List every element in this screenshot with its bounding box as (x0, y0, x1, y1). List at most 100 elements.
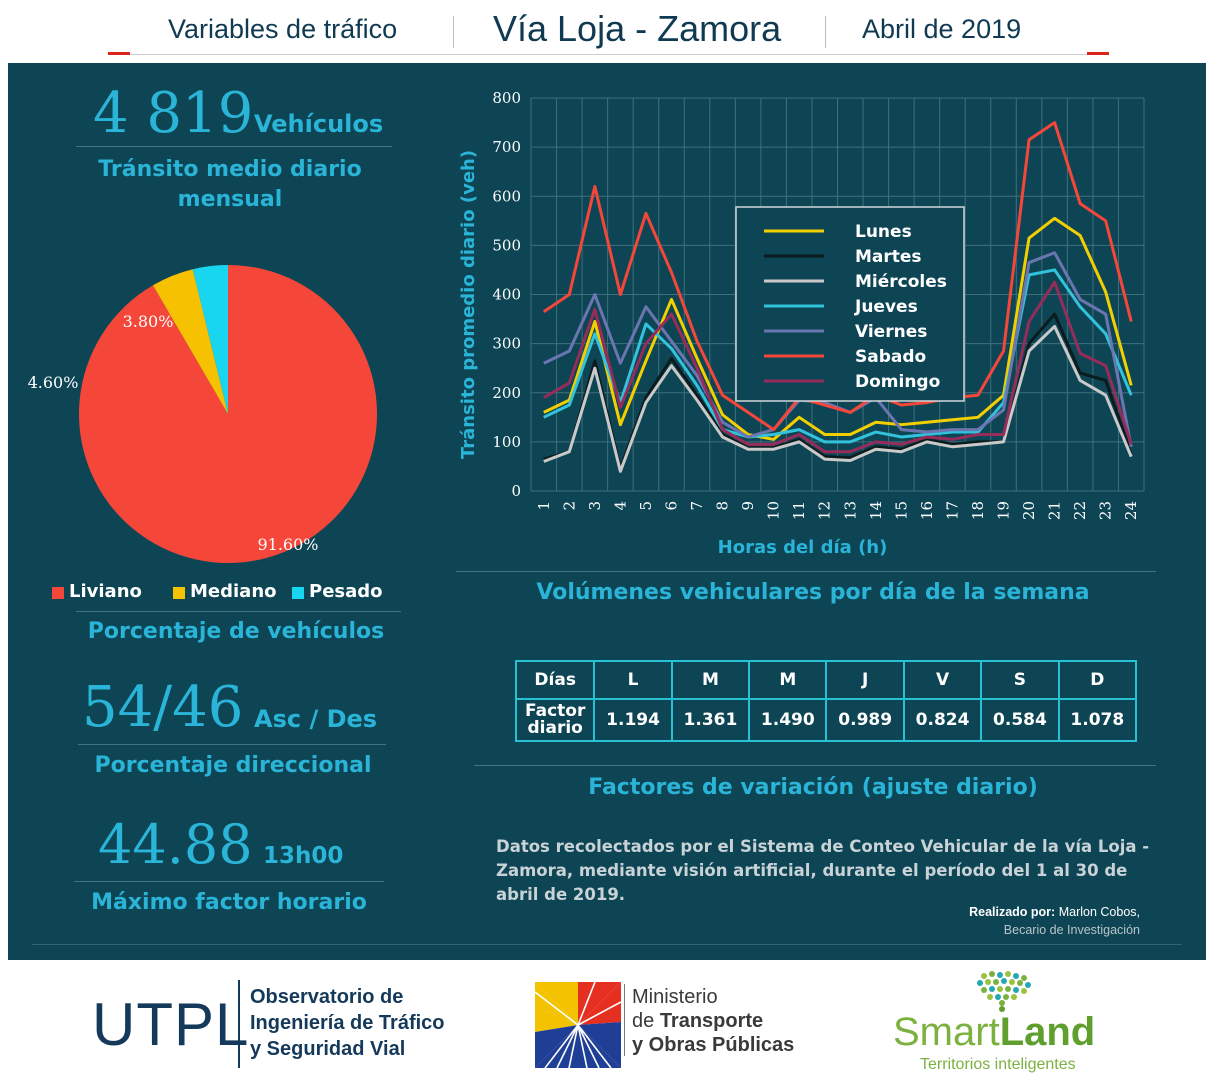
table-cell: 1.194 (593, 698, 673, 742)
legend-label: Sabado (855, 347, 926, 367)
ministerio-logo (535, 982, 621, 1068)
table-header-cell: V (902, 660, 983, 700)
table-row: Días L M M J V S D (514, 660, 1138, 700)
x-tick-label: 19 (995, 501, 1013, 520)
header-period: Abril de 2019 (862, 14, 1022, 44)
legend-swatch-mediano (173, 587, 185, 599)
smartland-dot (1009, 979, 1015, 985)
x-tick-label: 22 (1071, 501, 1089, 520)
header-line (108, 54, 1108, 55)
smartland-dot (1021, 988, 1027, 994)
x-tick-label: 24 (1122, 501, 1140, 520)
divider (78, 744, 386, 745)
smartland-dot (985, 979, 991, 985)
legend-label: Miércoles (855, 272, 947, 292)
observatorio-line-3: y Seguridad Vial (250, 1038, 406, 1060)
divider (474, 765, 1156, 766)
smartland-dot (993, 979, 999, 985)
smartland-dot (981, 987, 987, 993)
pie-value-label: 91.60% (257, 535, 318, 554)
ministerio-line-2a: de (632, 1010, 660, 1032)
x-tick-label: 13 (841, 501, 859, 520)
utpl-divider (238, 980, 240, 1068)
table-cell: 1.078 (1057, 698, 1138, 742)
smartland-dot (1021, 975, 1027, 981)
footer: UTPL Observatorio de Ingeniería de Tráfi… (0, 962, 1215, 1086)
pie-caption: Porcentaje de vehículos (87, 619, 385, 644)
smartland-dot (1025, 982, 1031, 988)
horario-unit: 13h00 (263, 843, 344, 869)
y-tick-label: 400 (492, 286, 521, 304)
pie-value-label: 4.60% (28, 373, 79, 392)
table-cell: 0.824 (902, 698, 983, 742)
table-cell: 0.989 (825, 698, 905, 742)
smartland-dot (977, 980, 983, 986)
x-tick-label: 21 (1046, 501, 1064, 520)
table-row-label: Factor diario (514, 698, 596, 742)
x-tick-label: 11 (790, 501, 808, 520)
legend-swatch-liviano (52, 587, 64, 599)
ministerio-line-3: y Obras Públicas (632, 1034, 795, 1056)
x-tick-label: 7 (688, 501, 706, 511)
x-tick-label: 5 (637, 501, 655, 511)
smartland-tagline: Territorios inteligentes (920, 1056, 1076, 1073)
table-caption: Factores de variación (ajuste diario) (588, 775, 1038, 800)
series-line-mircoles (543, 324, 1133, 473)
smartland-tree-icon (977, 971, 1031, 1012)
smartland-dot (1013, 987, 1019, 993)
header-accent-left (108, 52, 130, 55)
legend-label: Viernes (855, 322, 927, 342)
smartland-dot (997, 986, 1003, 992)
smartland-logo: SmartLand (893, 1010, 1095, 1055)
smartland-dot (1013, 973, 1019, 979)
ministerio-line-1: Ministerio (632, 986, 718, 1008)
x-tick-label: 9 (739, 501, 757, 511)
divider (456, 571, 1156, 572)
y-tick-label: 300 (492, 335, 521, 353)
x-tick-label: 15 (892, 501, 910, 520)
series-line-martes (543, 312, 1133, 471)
credit-name: Marlon Cobos, (1058, 905, 1140, 919)
header-topic: Variables de tráfico (168, 14, 398, 44)
vehicle-pie-chart: 91.60% 4.60% 3.80% (28, 265, 377, 563)
legend-swatch-pesado (292, 587, 304, 599)
credit: Realizado por: Marlon Cobos, (708, 905, 1140, 919)
table-header-cell: M (670, 660, 751, 700)
smartland-dot (1001, 978, 1007, 984)
x-tick-label: 10 (765, 501, 783, 520)
table-header-cell: D (1057, 660, 1138, 700)
x-tick-label: 2 (560, 501, 578, 511)
divider (76, 611, 401, 612)
smartland-dot (1003, 994, 1009, 1000)
divider (76, 146, 392, 147)
table-header-cell: M (748, 660, 828, 700)
smartland-dot (1005, 971, 1011, 977)
direccional-unit: Asc / Des (254, 705, 378, 733)
x-tick-label: 3 (586, 501, 604, 511)
x-tick-label: 18 (969, 501, 987, 520)
y-tick-label: 600 (492, 187, 521, 205)
table-title: Volúmenes vehiculares por día de la sema… (536, 580, 1090, 605)
smartland-dot (1017, 980, 1023, 986)
table-cell: 1.361 (670, 698, 751, 742)
table-cell: 0.584 (980, 698, 1060, 742)
y-tick-label: 0 (511, 482, 521, 500)
horario-value: 44.88 (98, 813, 253, 876)
tmd-caption: Tránsito medio diario mensual (98, 157, 362, 212)
observatorio-line-1: Observatorio de (250, 986, 404, 1008)
tmd-value: 4 819 (93, 81, 254, 146)
y-axis-label: Tránsito promedio diario (veh) (458, 150, 479, 459)
page-title: Vía Loja - Zamora (493, 8, 782, 49)
smartland-dot (999, 1000, 1005, 1006)
divider (74, 881, 384, 882)
ministerio-line-2b: Transporte (659, 1010, 764, 1032)
smartland-dot (1005, 986, 1011, 992)
utpl-logo: UTPL (92, 991, 250, 1058)
smartland-dot (987, 994, 993, 1000)
tmd-unit: Vehículos (254, 110, 384, 138)
x-tick-label: 1 (535, 501, 553, 511)
x-tick-label: 8 (714, 501, 732, 511)
data-note: Datos recolectados por el Sistema de Con… (496, 837, 1150, 904)
smartland-dot (997, 972, 1003, 978)
legend-label-mediano: Mediano (190, 581, 277, 602)
